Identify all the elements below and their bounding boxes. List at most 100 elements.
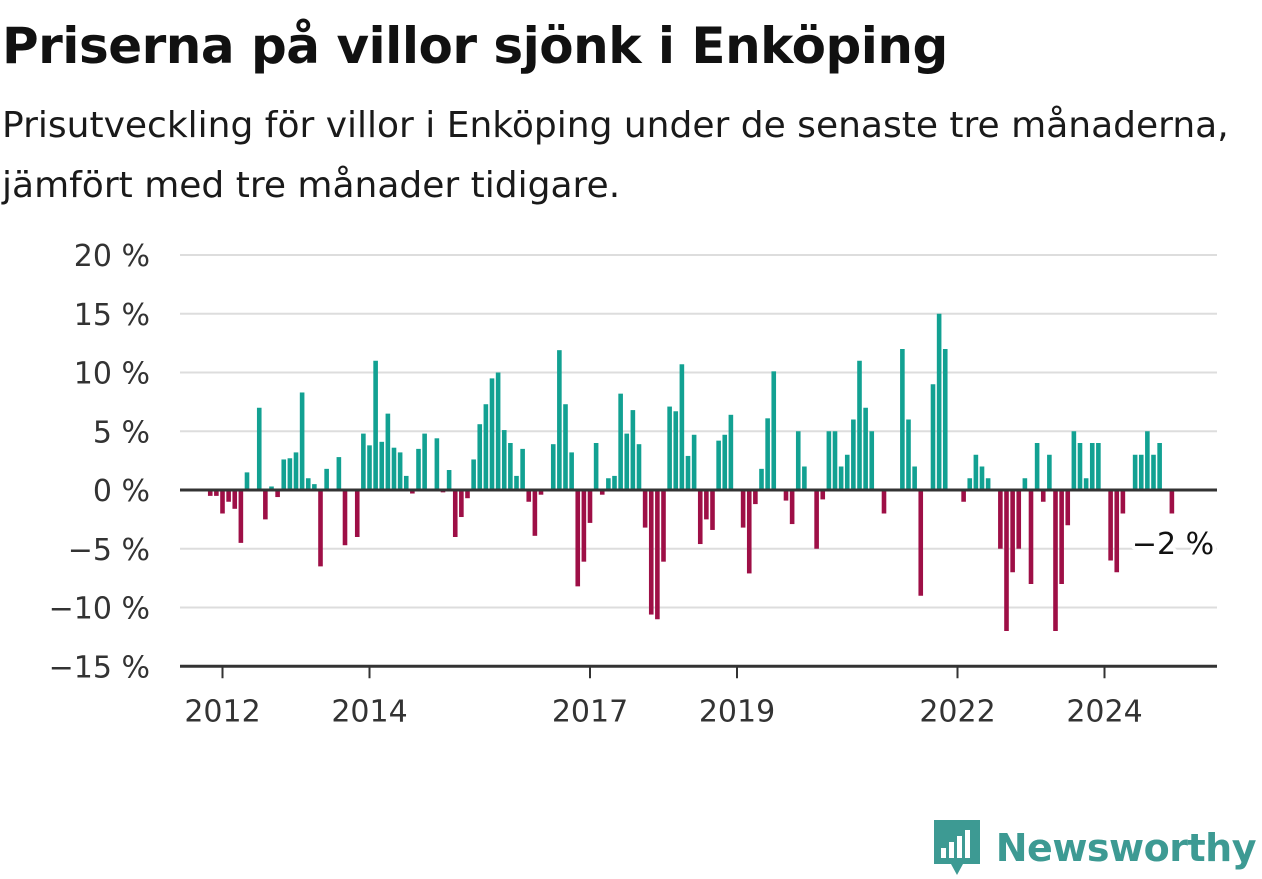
- bar: [716, 440, 721, 490]
- bar: [606, 478, 611, 490]
- bar: [795, 431, 801, 490]
- bar: [489, 378, 495, 491]
- bar: [906, 419, 911, 490]
- bar: [532, 490, 538, 536]
- bar: [385, 413, 391, 491]
- bar: [857, 360, 862, 490]
- x-tick-label: 2017: [552, 694, 628, 729]
- bar: [1065, 490, 1071, 526]
- bar: [550, 444, 556, 490]
- bar: [1108, 490, 1113, 561]
- bar: [789, 490, 795, 525]
- bar: [1010, 490, 1015, 573]
- bar: [648, 490, 654, 615]
- chart-title: Priserna på villor sjönk i Enköping: [2, 17, 948, 75]
- bar: [1071, 431, 1077, 490]
- bar: [214, 490, 219, 496]
- bar: [459, 490, 464, 518]
- bar: [336, 457, 342, 490]
- bar: [740, 490, 746, 528]
- bar: [232, 490, 238, 509]
- bar: [367, 445, 372, 490]
- bar: [318, 490, 323, 567]
- bar: [342, 490, 348, 546]
- bar: [814, 490, 819, 549]
- bar: [599, 490, 605, 495]
- bar: [746, 490, 752, 574]
- bar: [1004, 490, 1009, 631]
- y-tick-label: 0 %: [93, 474, 150, 509]
- bar: [373, 360, 378, 490]
- bar: [434, 438, 440, 490]
- bar: [354, 490, 360, 537]
- x-tick-label: 2012: [184, 694, 260, 729]
- bar: [679, 364, 685, 490]
- bar: [710, 490, 715, 530]
- bar: [728, 414, 734, 490]
- x-tick-label: 2014: [331, 694, 407, 729]
- bar: [673, 411, 679, 490]
- bar: [305, 478, 311, 490]
- bar: [1169, 490, 1175, 514]
- bar: [587, 490, 593, 523]
- bar: [685, 455, 691, 490]
- brand-logo: Newsworthy: [932, 818, 1257, 878]
- bar: [783, 490, 789, 501]
- bar: [998, 490, 1003, 549]
- x-tick-label: 2019: [699, 694, 775, 729]
- x-tick-label: 2024: [1066, 694, 1142, 729]
- bar: [881, 490, 887, 514]
- bar: [1151, 454, 1156, 490]
- bar: [538, 490, 544, 495]
- bar: [900, 349, 905, 490]
- bar: [403, 475, 409, 490]
- y-tick-label: 10 %: [74, 357, 150, 392]
- bar: [1016, 490, 1022, 549]
- bar: [961, 490, 966, 502]
- bar: [416, 448, 421, 491]
- y-tick-label: 5 %: [93, 415, 150, 450]
- bar: [275, 490, 280, 498]
- bar: [410, 490, 415, 494]
- bar: [765, 418, 770, 490]
- last-value-label-halo: −2 %: [1132, 527, 1214, 562]
- x-tick-label: 2022: [919, 694, 995, 729]
- bar: [324, 468, 329, 490]
- bar: [361, 433, 366, 490]
- bar: [753, 490, 758, 505]
- bar: [942, 349, 948, 490]
- bar: [630, 410, 636, 490]
- bar: [912, 466, 917, 490]
- bar: [287, 458, 293, 490]
- bar: [581, 490, 587, 562]
- bar: [1145, 431, 1150, 490]
- bar: [514, 475, 519, 490]
- bar: [1089, 443, 1095, 490]
- bar: [495, 372, 501, 490]
- bar: [844, 454, 850, 490]
- bar: [483, 404, 489, 490]
- bar: [1022, 478, 1028, 490]
- bar: [1096, 443, 1101, 490]
- bar: [312, 484, 317, 491]
- bar: [691, 434, 697, 490]
- newsworthy-logo-icon: [933, 820, 980, 875]
- bar-chart: 20 % 15 % 10 % 5 % 0 % −5 % −10 % −15 % 2012 2014…: [49, 239, 1219, 729]
- bar: [612, 475, 617, 490]
- bar: [1157, 443, 1162, 490]
- bar: [471, 459, 476, 490]
- bar: [244, 472, 250, 491]
- y-tick-label: 20 %: [74, 239, 150, 274]
- bar: [557, 350, 562, 490]
- bar: [918, 490, 924, 596]
- bar: [1114, 490, 1120, 573]
- bar: [1059, 490, 1064, 584]
- bar: [1028, 490, 1034, 584]
- brand-name: Newsworthy: [995, 826, 1257, 870]
- bar: [593, 443, 599, 490]
- bar: [851, 419, 856, 490]
- bar: [1083, 478, 1089, 490]
- bar: [281, 459, 287, 490]
- bar: [618, 393, 623, 490]
- bar: [820, 490, 826, 500]
